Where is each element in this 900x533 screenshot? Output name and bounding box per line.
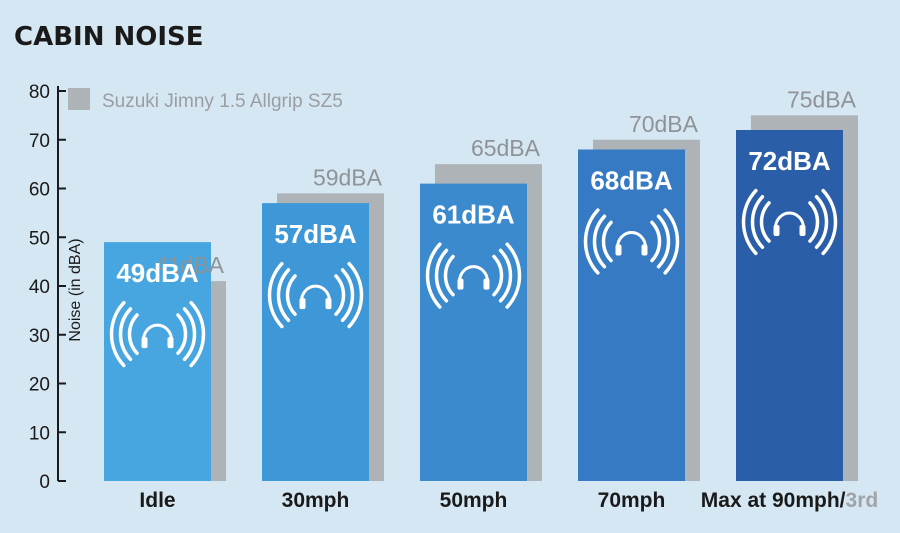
main-bar-label: 49dBA xyxy=(116,258,199,288)
main-bar xyxy=(578,149,685,481)
y-tick-label: 80 xyxy=(29,82,50,103)
x-category-label: 70mph xyxy=(598,489,666,512)
x-category-suffix: 3rd xyxy=(846,489,879,512)
main-bar-label: 68dBA xyxy=(590,166,673,196)
x-category-label: 50mph xyxy=(440,489,508,512)
legend-label: Suzuki Jimny 1.5 Allgrip SZ5 xyxy=(102,91,343,112)
y-tick-label: 70 xyxy=(29,131,50,152)
comparison-bar-label: 59dBA xyxy=(313,164,383,190)
y-tick-label: 0 xyxy=(39,472,50,493)
y-axis: 0 10 20 30 40 50 60 70 80 xyxy=(29,82,66,493)
y-tick-label: 20 xyxy=(29,375,50,396)
x-axis-labels: Idle 30mph 50mph 70mph Max at 90mph/3rd xyxy=(139,489,878,512)
y-tick-label: 30 xyxy=(29,326,50,347)
headphones-sound-waves-icon xyxy=(425,242,522,309)
y-tick-label: 40 xyxy=(29,277,50,298)
chart-title: CABIN NOISE xyxy=(14,22,204,52)
legend: Suzuki Jimny 1.5 Allgrip SZ5 xyxy=(68,88,343,112)
y-tick-label: 60 xyxy=(29,180,50,201)
comparison-bar-label: 41dBA xyxy=(155,252,225,278)
x-category-text: Idle xyxy=(139,489,175,512)
x-category-label: 30mph xyxy=(282,489,350,512)
main-bar-label: 61dBA xyxy=(432,200,515,230)
x-category-text: Max at 90mph/ xyxy=(701,489,846,512)
y-tick-label: 50 xyxy=(29,228,50,249)
main-bar-label: 72dBA xyxy=(748,146,831,176)
x-category-text: 70mph xyxy=(598,489,666,512)
comparison-bar-label: 75dBA xyxy=(787,86,857,112)
main-bar xyxy=(736,130,843,481)
comparison-bar-label: 65dBA xyxy=(471,135,541,161)
y-axis-label: Noise (in dBA) xyxy=(67,238,84,341)
x-category-text: 30mph xyxy=(282,489,350,512)
headphones-sound-waves-icon xyxy=(741,188,838,256)
main-bar xyxy=(262,203,369,481)
headphones-sound-waves-icon xyxy=(109,300,206,368)
x-category-label: Max at 90mph/3rd xyxy=(701,489,878,512)
x-category-label: Idle xyxy=(139,489,175,512)
main-bar-label: 57dBA xyxy=(274,219,357,249)
main-bar xyxy=(420,183,527,481)
legend-swatch xyxy=(68,88,90,110)
headphones-sound-waves-icon xyxy=(583,208,680,275)
y-tick-label: 10 xyxy=(29,423,50,444)
comparison-bar-label: 70dBA xyxy=(629,111,699,137)
x-category-text: 50mph xyxy=(440,489,508,512)
headphones-sound-waves-icon xyxy=(267,261,364,329)
